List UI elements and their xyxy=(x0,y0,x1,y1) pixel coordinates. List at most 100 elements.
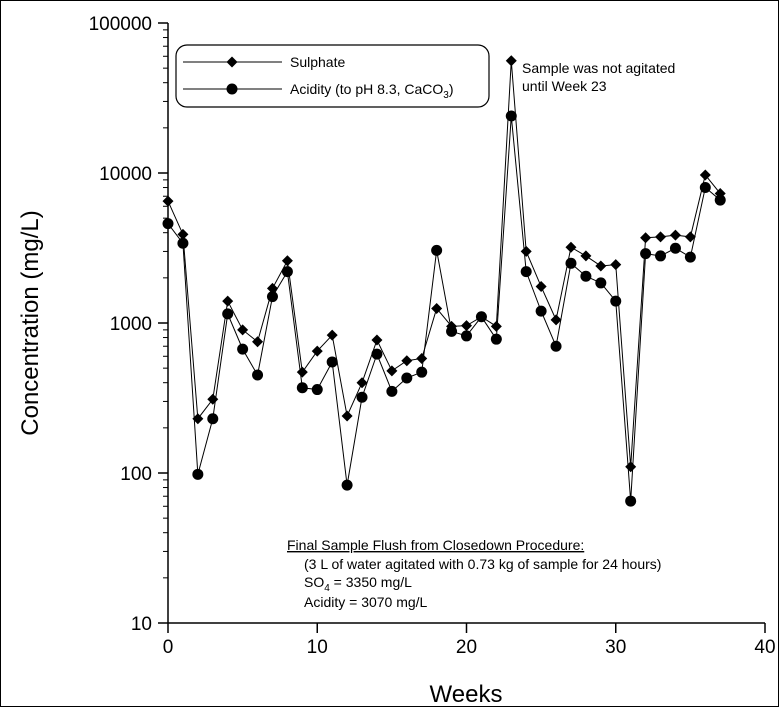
annotation-so4-rest: = 3350 mg/L xyxy=(330,574,412,590)
legend-acidity-subscript: 3 xyxy=(443,90,449,101)
series-line-1 xyxy=(167,115,721,502)
series-0-point-11 xyxy=(326,329,338,341)
series-1-point-6 xyxy=(252,369,264,381)
legend-marker-1 xyxy=(226,83,238,95)
series-1-point-24 xyxy=(520,266,532,278)
series-1-point-5 xyxy=(237,343,249,355)
series-1-point-19 xyxy=(446,325,458,337)
series-0-point-10 xyxy=(311,345,323,357)
series-1-point-2 xyxy=(192,468,204,480)
annotation-so4-subscript: 4 xyxy=(324,583,330,594)
series-0-point-14 xyxy=(371,334,383,346)
legend-label-sulphate: Sulphate xyxy=(290,54,345,70)
series-1-point-9 xyxy=(296,382,308,394)
series-1-point-12 xyxy=(341,479,353,491)
series-0-point-1 xyxy=(177,228,189,240)
series-0-point-20 xyxy=(461,320,472,332)
series-1-point-7 xyxy=(266,291,278,303)
series-1-point-25 xyxy=(535,305,547,317)
series-0-point-3 xyxy=(207,393,219,405)
legend-label-acidity: Acidity (to pH 8.3, CaCO3) xyxy=(290,81,454,101)
series-1-point-4 xyxy=(222,308,234,320)
series-0-point-31 xyxy=(625,461,637,473)
series-0-point-16 xyxy=(401,355,413,367)
series-0-point-23 xyxy=(505,55,517,67)
series-0-point-27 xyxy=(565,241,577,253)
series-1-point-20 xyxy=(461,330,472,342)
series-1-point-14 xyxy=(371,348,383,360)
series-0-point-34 xyxy=(669,229,681,241)
series-0-point-5 xyxy=(237,324,249,336)
annotation-final-title: Final Sample Flush from Closedown Proced… xyxy=(287,537,584,553)
series-0-point-9 xyxy=(296,366,308,378)
series-0-point-8 xyxy=(281,255,293,267)
series-1-point-17 xyxy=(416,366,428,378)
series-1-point-1 xyxy=(177,237,189,249)
series-0-point-0 xyxy=(162,195,174,207)
series-0-point-15 xyxy=(386,365,398,377)
series-1-point-32 xyxy=(640,248,652,260)
series-0-point-22 xyxy=(490,320,502,332)
annotation-final-so4: SO4 = 3350 mg/L xyxy=(304,574,412,594)
series-1-point-15 xyxy=(386,385,398,397)
series-1-point-36 xyxy=(699,182,711,194)
series-0-point-2 xyxy=(192,413,204,425)
x-tick-label-4: 40 xyxy=(754,637,775,658)
y-axis-title: Concentration (mg/L) xyxy=(17,210,44,435)
legend-acidity-text: Acidity (to pH 8.3, CaCO xyxy=(290,81,443,97)
series-0-point-4 xyxy=(222,295,234,307)
series-0-point-32 xyxy=(640,232,652,244)
x-tick-label-0: 0 xyxy=(163,637,174,658)
y-tick-label-3: 10000 xyxy=(99,164,152,185)
legend-acidity-end: ) xyxy=(449,81,454,97)
series-0-point-29 xyxy=(595,260,607,272)
y-tick-label-1: 100 xyxy=(120,464,152,485)
series-1-point-28 xyxy=(580,270,592,282)
series-1-point-13 xyxy=(356,391,368,403)
series-1-point-30 xyxy=(610,295,622,307)
x-tick-label-1: 10 xyxy=(307,637,328,658)
x-tick-label-3: 30 xyxy=(605,637,626,658)
series-1-point-16 xyxy=(401,372,413,384)
annotation-peak-line2: until Week 23 xyxy=(522,78,607,94)
series-0-point-35 xyxy=(684,231,696,243)
series-1-point-21 xyxy=(475,311,487,323)
series-1-point-11 xyxy=(326,356,338,368)
annotation-peak-line1: Sample was not agitated xyxy=(522,60,675,76)
series-0-point-28 xyxy=(580,250,592,262)
legend-box xyxy=(175,44,490,108)
series-1-point-23 xyxy=(505,110,517,122)
series-0-point-18 xyxy=(431,302,443,314)
series-0-point-26 xyxy=(550,314,562,326)
annotation-so4-prefix: SO xyxy=(304,574,324,590)
series-0-point-13 xyxy=(356,377,368,389)
series-1-point-35 xyxy=(684,251,696,263)
series-1-point-37 xyxy=(714,194,726,206)
y-tick-label-0: 10 xyxy=(131,614,152,635)
series-0-point-25 xyxy=(535,281,547,293)
series-1-point-33 xyxy=(655,250,667,262)
series-1-point-0 xyxy=(162,218,174,230)
x-axis-title: Weeks xyxy=(430,681,503,707)
series-0-point-17 xyxy=(416,352,428,364)
series-0-point-33 xyxy=(655,231,667,243)
y-tick-label-2: 1000 xyxy=(110,314,152,335)
series-0-point-12 xyxy=(341,410,353,422)
series-0-point-24 xyxy=(520,245,532,257)
series-0-point-36 xyxy=(699,169,711,181)
series-1-point-31 xyxy=(625,495,637,507)
series-1-point-8 xyxy=(281,266,293,278)
y-tick-label-4: 100000 xyxy=(89,14,152,35)
x-tick-label-2: 20 xyxy=(456,637,477,658)
legend-marker-0 xyxy=(226,56,238,68)
series-1-point-22 xyxy=(490,333,502,345)
series-1-point-26 xyxy=(550,340,562,352)
series-1-point-27 xyxy=(565,257,577,269)
series-1-point-3 xyxy=(207,413,219,425)
series-0-point-6 xyxy=(252,336,264,348)
series-1-point-29 xyxy=(595,277,607,289)
annotation-final-line1: (3 L of water agitated with 0.73 kg of s… xyxy=(304,556,661,572)
series-1-point-10 xyxy=(311,384,323,396)
series-line-0 xyxy=(167,60,721,467)
